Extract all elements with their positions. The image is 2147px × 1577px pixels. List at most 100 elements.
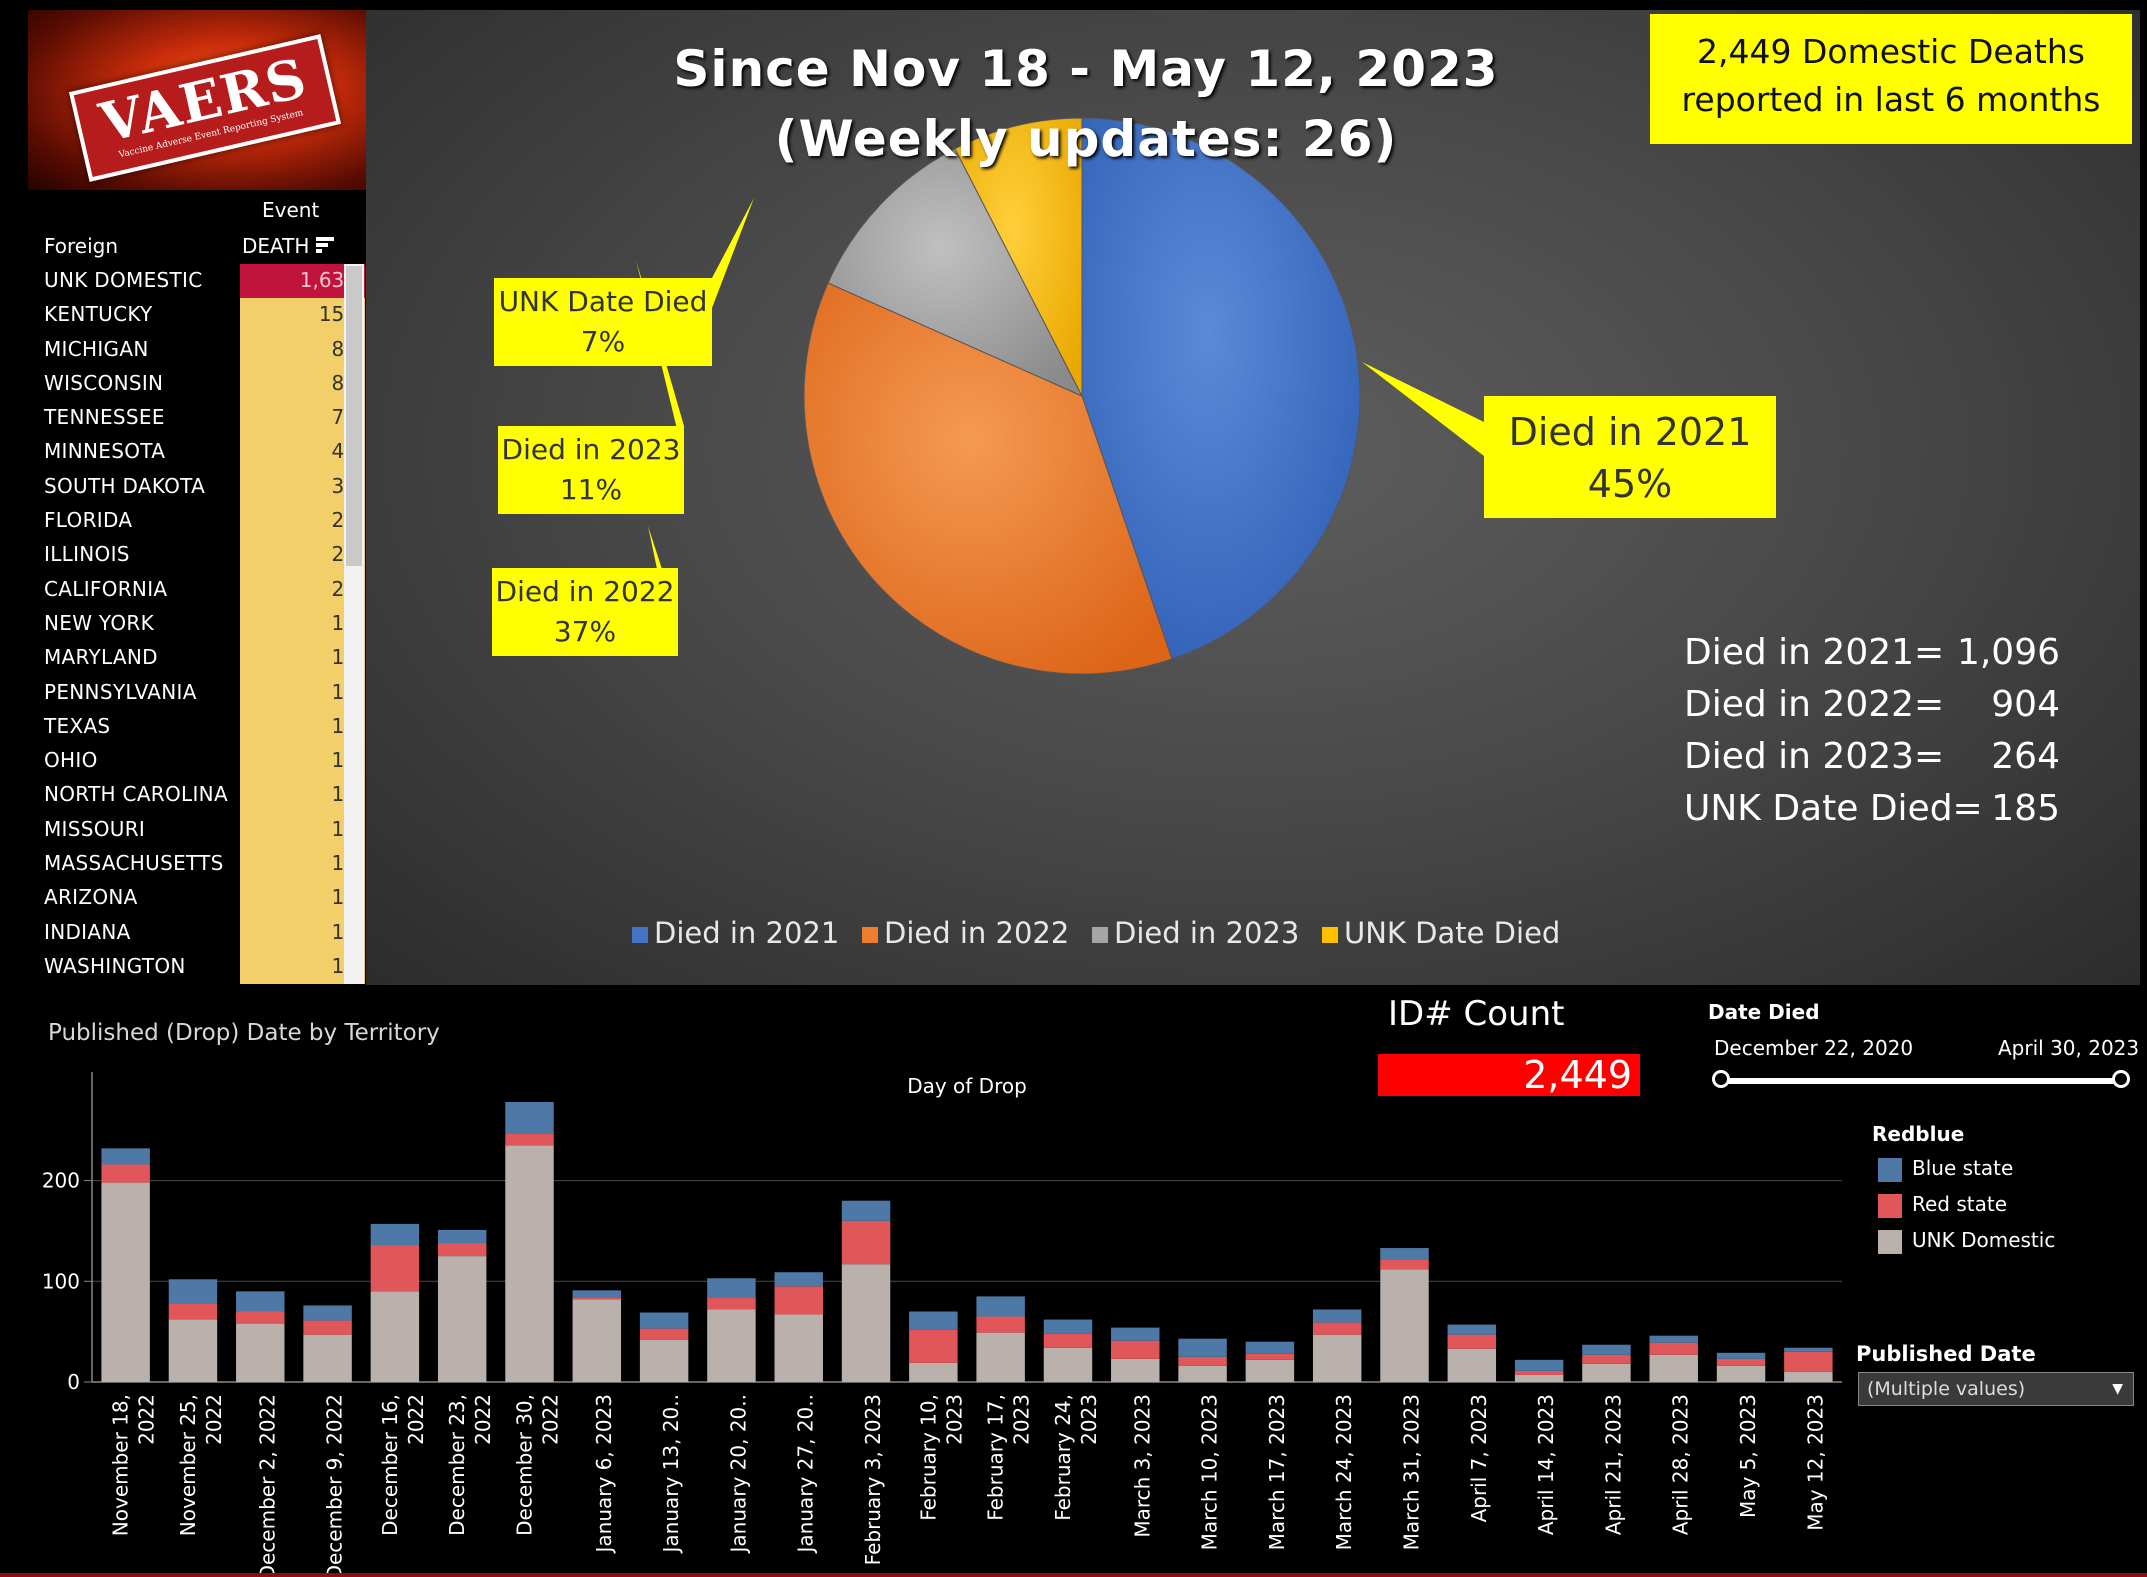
bar-segment-red-state[interactable] [1111, 1340, 1160, 1359]
table-row[interactable]: WASHINGTON10 [30, 949, 366, 985]
bar-segment-blue-state[interactable] [572, 1290, 622, 1298]
bar-segment-unk-domestic[interactable] [639, 1339, 689, 1382]
table-header-death[interactable]: DEATH [242, 234, 310, 258]
table-row[interactable]: MICHIGAN86 [30, 332, 366, 367]
pie-slice-unk-date-died[interactable] [954, 117, 1083, 397]
bar-segment-blue-state[interactable] [707, 1278, 756, 1298]
bar-segment-unk-domestic[interactable] [1649, 1354, 1698, 1382]
pie-slice-died-in-2022[interactable] [803, 282, 1173, 675]
date-range-slider[interactable] [1720, 1078, 2120, 1084]
slider-start-handle[interactable] [1712, 1070, 1730, 1088]
table-row[interactable]: TEXAS16 [30, 709, 366, 745]
table-row[interactable]: OHIO15 [30, 744, 366, 779]
bar-segment-unk-domestic[interactable] [1784, 1371, 1833, 1382]
published-date-select[interactable]: (Multiple values) ▼ [1858, 1372, 2134, 1406]
bar-segment-blue-state[interactable] [1043, 1319, 1093, 1334]
bar-segment-unk-domestic[interactable] [1447, 1348, 1497, 1382]
bar-segment-blue-state[interactable] [1582, 1344, 1631, 1355]
bar-segment-blue-state[interactable] [505, 1102, 554, 1134]
bar-segment-unk-domestic[interactable] [1111, 1358, 1160, 1382]
bar-segment-unk-domestic[interactable] [1514, 1374, 1564, 1382]
bar-segment-unk-domestic[interactable] [101, 1182, 150, 1382]
table-row[interactable]: SOUTH DAKOTA30 [30, 469, 366, 505]
bar-segment-blue-state[interactable] [1447, 1324, 1497, 1335]
bar-segment-red-state[interactable] [639, 1328, 689, 1340]
bar-segment-unk-domestic[interactable] [1178, 1365, 1227, 1382]
bar-segment-blue-state[interactable] [1312, 1309, 1362, 1323]
bar-segment-red-state[interactable] [909, 1329, 958, 1363]
table-row[interactable]: CALIFORNIA20 [30, 572, 366, 607]
bar-segment-unk-domestic[interactable] [774, 1314, 823, 1382]
table-row[interactable]: KENTUCKY 153 [30, 298, 366, 333]
bar-segment-unk-domestic[interactable] [303, 1334, 352, 1382]
table-row[interactable]: ILLINOIS20 [30, 538, 366, 573]
table-row[interactable]: NORTH CAROLINA15 [30, 778, 366, 813]
bar-segment-unk-domestic[interactable] [1312, 1334, 1362, 1382]
table-row[interactable]: MISSOURI15 [30, 812, 366, 848]
bar-segment-blue-state[interactable] [1380, 1248, 1429, 1260]
bar-segment-unk-domestic[interactable] [168, 1319, 218, 1382]
bar-segment-unk-domestic[interactable] [572, 1299, 622, 1382]
bar-segment-blue-state[interactable] [976, 1296, 1025, 1317]
table-row[interactable]: PENNSYLVANIA17 [30, 675, 366, 710]
bar-segment-red-state[interactable] [1716, 1358, 1766, 1366]
bar-segment-red-state[interactable] [774, 1286, 823, 1315]
bar-segment-red-state[interactable] [303, 1320, 352, 1335]
bar-segment-red-state[interactable] [236, 1311, 285, 1324]
bar-segment-red-state[interactable] [841, 1220, 891, 1265]
table-row[interactable]: FLORIDA29 [30, 504, 366, 539]
bar-segment-red-state[interactable] [1312, 1322, 1362, 1335]
bar-segment-unk-domestic[interactable] [370, 1291, 420, 1382]
table-row[interactable]: TENNESSEE72 [30, 401, 366, 436]
bar-segment-red-state[interactable] [707, 1297, 756, 1310]
table-scrollbar-thumb[interactable] [346, 266, 362, 566]
bar-segment-blue-state[interactable] [1111, 1327, 1160, 1341]
bar-segment-blue-state[interactable] [774, 1272, 823, 1287]
bar-segment-blue-state[interactable] [1178, 1338, 1227, 1357]
bar-segment-blue-state[interactable] [1245, 1341, 1295, 1354]
pie-slice-died-in-2023[interactable] [827, 148, 1084, 398]
bar-segment-unk-domestic[interactable] [1582, 1363, 1631, 1382]
slider-end-handle[interactable] [2112, 1070, 2130, 1088]
bar-segment-blue-state[interactable] [1649, 1335, 1698, 1343]
bar-segment-unk-domestic[interactable] [1043, 1347, 1093, 1382]
bar-segment-red-state[interactable] [976, 1316, 1025, 1333]
bar-segment-blue-state[interactable] [168, 1279, 218, 1304]
bar-segment-blue-state[interactable] [437, 1229, 487, 1244]
pie-slice-died-in-2021[interactable] [1081, 117, 1361, 660]
table-row[interactable]: UNK DOMESTIC 1,635 [30, 264, 366, 299]
bar-segment-red-state[interactable] [168, 1303, 218, 1320]
bar-segment-red-state[interactable] [572, 1297, 622, 1300]
bar-segment-red-state[interactable] [1043, 1333, 1093, 1348]
bar-segment-blue-state[interactable] [841, 1200, 891, 1221]
bar-segment-red-state[interactable] [1380, 1259, 1429, 1270]
bar-segment-blue-state[interactable] [909, 1311, 958, 1330]
bar-segment-blue-state[interactable] [303, 1305, 352, 1321]
table-row[interactable]: ARIZONA12 [30, 881, 366, 916]
bar-segment-red-state[interactable] [1784, 1351, 1833, 1372]
table-row[interactable]: INDIANA11 [30, 915, 366, 950]
table-row[interactable]: NEW YORK19 [30, 606, 366, 642]
table-row[interactable]: MASSACHUSETTS13 [30, 847, 366, 882]
bar-segment-blue-state[interactable] [639, 1312, 689, 1329]
table-row[interactable]: WISCONSIN83 [30, 366, 366, 402]
table-row[interactable]: MARYLAND18 [30, 641, 366, 676]
bar-segment-unk-domestic[interactable] [1716, 1365, 1766, 1382]
bar-segment-red-state[interactable] [1649, 1342, 1698, 1355]
bar-segment-unk-domestic[interactable] [841, 1264, 891, 1382]
bar-segment-unk-domestic[interactable] [1380, 1269, 1429, 1382]
bar-segment-unk-domestic[interactable] [909, 1362, 958, 1382]
bar-segment-blue-state[interactable] [1716, 1352, 1766, 1359]
bar-segment-unk-domestic[interactable] [236, 1323, 285, 1382]
bar-segment-blue-state[interactable] [101, 1148, 150, 1165]
sort-icon[interactable] [316, 236, 336, 254]
bar-segment-blue-state[interactable] [236, 1291, 285, 1312]
bar-segment-unk-domestic[interactable] [1245, 1359, 1295, 1382]
bar-segment-red-state[interactable] [1245, 1353, 1295, 1360]
bar-segment-unk-domestic[interactable] [976, 1332, 1025, 1382]
bar-segment-unk-domestic[interactable] [707, 1309, 756, 1382]
bar-segment-red-state[interactable] [1447, 1334, 1497, 1349]
bar-segment-red-state[interactable] [101, 1164, 150, 1183]
bar-segment-red-state[interactable] [1582, 1354, 1631, 1364]
bar-segment-red-state[interactable] [1178, 1356, 1227, 1366]
